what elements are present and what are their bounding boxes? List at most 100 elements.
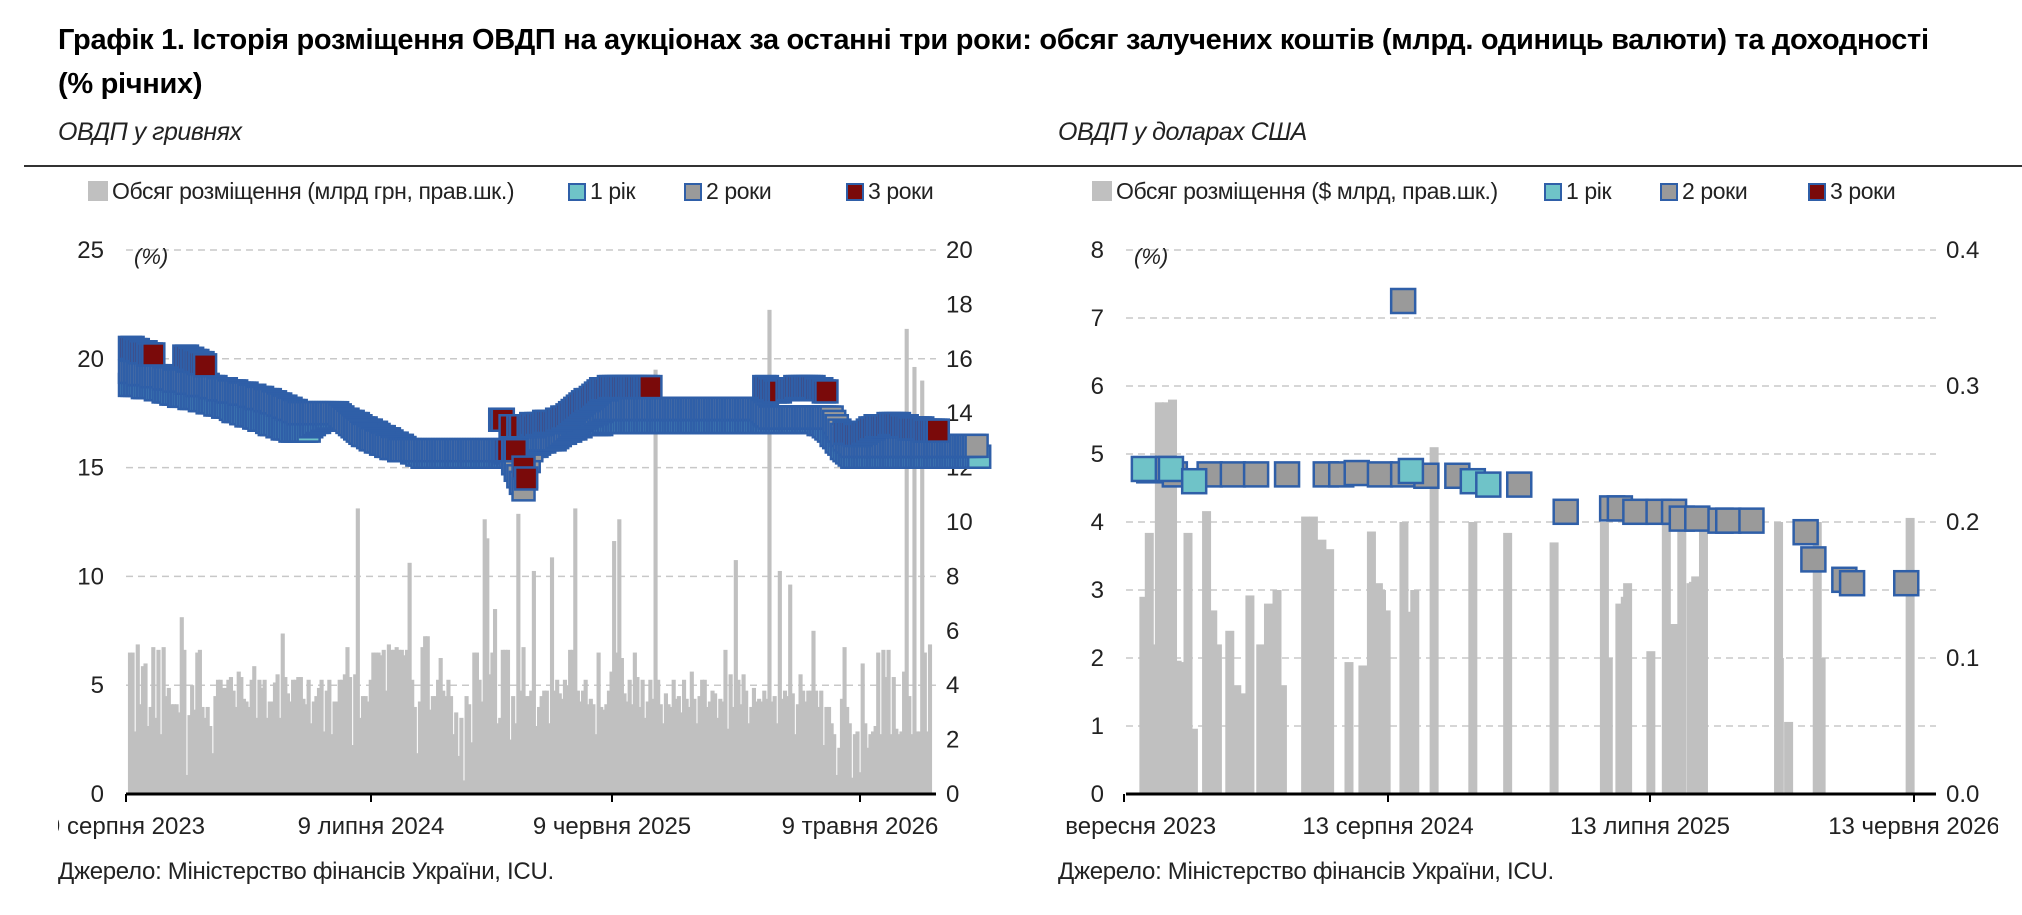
- volume-bar: [1646, 651, 1656, 794]
- volume-bar: [1188, 728, 1198, 794]
- panel-usd: ОВДП у доларах США Обсяг розміщення ($ м…: [1024, 118, 2022, 898]
- volume-bar: [303, 704, 309, 794]
- volume-bar: [632, 652, 637, 794]
- volume-bar: [355, 508, 360, 794]
- volume-bar: [1325, 549, 1335, 794]
- y-left-tick-label: 7: [1091, 305, 1104, 332]
- volume-bar: [878, 734, 883, 794]
- volume-bar: [335, 701, 340, 794]
- point-2y: [1506, 471, 1533, 498]
- volume-bar: [171, 704, 177, 794]
- volume-bar: [1401, 644, 1411, 794]
- volume-bar: [244, 701, 249, 794]
- legend-swatch-3y: [1808, 183, 1826, 201]
- volume-bar: [319, 679, 324, 794]
- volume-bar: [902, 671, 907, 794]
- volume-bar: [247, 706, 252, 794]
- volume-bar: [637, 706, 643, 794]
- point-1y: [1397, 457, 1425, 485]
- volume-bar: [492, 609, 498, 794]
- y-right-tick-label: 16: [946, 346, 973, 373]
- volume-bar: [138, 704, 143, 794]
- y-right-tick-label: 8: [946, 563, 959, 590]
- volume-bar: [751, 687, 757, 794]
- volume-bar: [197, 649, 202, 794]
- volume-bar: [456, 755, 461, 794]
- volume-bar: [609, 671, 614, 794]
- volume-bar: [583, 679, 588, 794]
- volume-bar: [1161, 402, 1171, 794]
- volume-bar: [858, 772, 863, 794]
- volume-bar: [467, 704, 472, 794]
- volume-bar: [241, 698, 246, 794]
- volume-bar: [852, 734, 857, 794]
- volume-bar: [316, 687, 322, 794]
- volume-bar: [1225, 630, 1235, 794]
- volume-bar: [156, 649, 161, 794]
- volume-bar: [663, 693, 668, 794]
- y-left-tick-label: 1: [1091, 713, 1104, 740]
- volume-bar: [329, 734, 335, 794]
- volume-bar: [371, 652, 376, 794]
- volume-bar: [1237, 693, 1247, 794]
- volume-bar: [578, 701, 583, 794]
- volume-bar: [228, 677, 234, 794]
- point-2y: [1714, 507, 1742, 534]
- volume-bar: [1381, 610, 1391, 794]
- volume-bar: [643, 717, 648, 794]
- volume-bar: [415, 753, 420, 794]
- volume-bar: [1301, 516, 1311, 794]
- volume-bar: [1144, 532, 1154, 794]
- point-2y: [1738, 507, 1765, 534]
- volume-bar: [839, 698, 845, 794]
- point-2y: [1622, 498, 1649, 526]
- volume-bar: [912, 366, 917, 794]
- y-right-tick-label: 6: [946, 618, 959, 645]
- y-left-tick-label: 5: [1091, 441, 1104, 468]
- volume-bar: [845, 706, 850, 794]
- volume-bar: [666, 704, 671, 794]
- volume-bar: [1154, 402, 1164, 794]
- legend-label-volume: Обсяг розміщення (млрд грн, прав.шк.): [112, 178, 515, 204]
- volume-bar: [454, 712, 459, 794]
- volume-bar: [697, 696, 702, 794]
- y-right-tick-label: 0.2: [1946, 509, 1979, 536]
- volume-bar: [443, 696, 448, 794]
- y-right-tick-label: 0.3: [1946, 373, 1979, 400]
- volume-bar: [648, 679, 653, 794]
- volume-bar: [345, 647, 350, 794]
- volume-bar: [741, 674, 746, 794]
- volume-bar: [399, 649, 404, 794]
- volume-bar: [909, 734, 914, 794]
- volume-bar: [837, 747, 842, 794]
- volume-bar: [182, 649, 187, 794]
- volume-bar: [386, 644, 391, 794]
- volume-bar: [267, 701, 272, 794]
- volume-bar: [873, 726, 878, 794]
- volume-bar: [570, 649, 575, 794]
- volume-bar: [896, 734, 901, 794]
- volume-bar: [518, 690, 524, 794]
- point-3y: [638, 374, 663, 400]
- volume-bar: [448, 696, 454, 794]
- volume-bar: [676, 696, 681, 794]
- volume-bar: [430, 696, 435, 794]
- volume-bar: [508, 739, 513, 794]
- volume-bar: [293, 679, 298, 794]
- volume-bar: [236, 671, 241, 794]
- legend-item-3y: 3 роки: [846, 178, 934, 205]
- volume-bar: [627, 679, 632, 794]
- volume-bar: [767, 309, 772, 794]
- volume-bar: [1615, 603, 1625, 794]
- legend-swatch-2y: [684, 183, 702, 201]
- volume-bar: [1245, 595, 1255, 794]
- volume-bar: [777, 570, 782, 794]
- volume-bar: [1183, 532, 1193, 794]
- volume-bar: [824, 706, 829, 794]
- volume-bar: [505, 649, 511, 794]
- point-1y: [1180, 467, 1208, 495]
- volume-bar: [705, 706, 710, 794]
- volume-bar: [340, 679, 345, 794]
- volume-bar: [1139, 596, 1149, 794]
- volume-bar: [821, 745, 826, 794]
